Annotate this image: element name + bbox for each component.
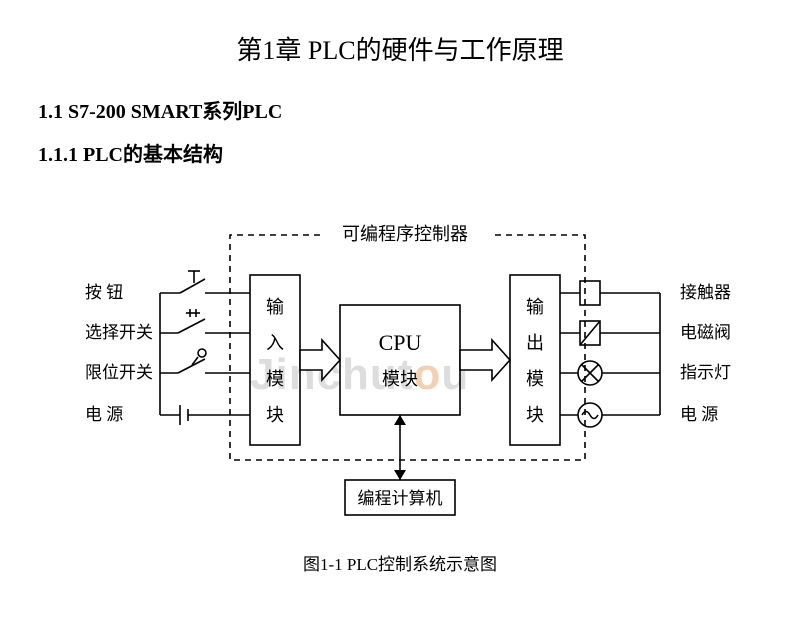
section-title: 1.1 S7-200 SMART系列PLC: [38, 95, 800, 124]
svg-text:指示灯: 指示灯: [680, 363, 731, 382]
svg-text:接触器: 接触器: [680, 283, 731, 302]
svg-text:块: 块: [526, 405, 544, 425]
svg-text:块: 块: [266, 405, 284, 425]
svg-text:输: 输: [266, 297, 284, 317]
svg-text:电 源: 电 源: [85, 405, 123, 424]
svg-text:输: 输: [526, 297, 544, 317]
svg-text:模: 模: [266, 369, 284, 389]
svg-text:CPU: CPU: [379, 330, 422, 355]
svg-text:模块: 模块: [382, 369, 418, 389]
svg-text:电 源: 电 源: [680, 405, 718, 424]
figure-caption: 图1-1 PLC控制系统示意图: [0, 550, 800, 575]
svg-text:编程计算机: 编程计算机: [358, 489, 443, 508]
svg-text:出: 出: [526, 333, 544, 353]
svg-text:选择开关: 选择开关: [85, 323, 153, 342]
svg-text:按 钮: 按 钮: [85, 283, 123, 302]
subsection-title: 1.1.1 PLC的基本结构: [38, 138, 800, 167]
chapter-title: 第1章 PLC的硬件与工作原理: [0, 30, 800, 67]
svg-text:可编程序控制器: 可编程序控制器: [342, 224, 468, 244]
svg-text:入: 入: [266, 333, 284, 353]
svg-text:限位开关: 限位开关: [85, 363, 153, 382]
svg-text:模: 模: [526, 369, 544, 389]
plc-diagram: 可编程序控制器输入模块CPU模块输出模块编程计算机按 钮选择开关限位开关电 源接…: [0, 220, 800, 540]
svg-text:电磁阀: 电磁阀: [680, 323, 731, 342]
